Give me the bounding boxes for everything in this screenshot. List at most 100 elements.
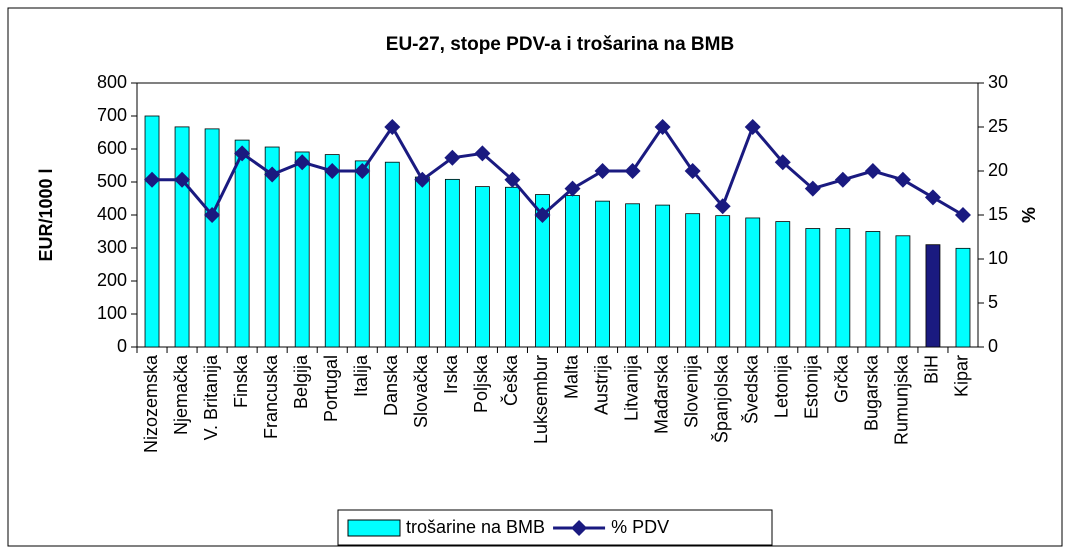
line-marker xyxy=(234,145,251,162)
bar xyxy=(204,128,220,348)
x-tick-label: Španjolska xyxy=(710,354,731,443)
x-tick-label: BiH xyxy=(922,355,942,384)
y2-tick-label: 15 xyxy=(988,204,1008,224)
line-marker xyxy=(864,163,881,179)
bar xyxy=(234,139,250,348)
bar xyxy=(805,228,821,348)
bar xyxy=(264,146,280,348)
line-marker xyxy=(594,163,611,179)
line-marker xyxy=(384,119,401,135)
y-axis-label: EUR/1000 l xyxy=(36,168,56,261)
y2-tick-label: 0 xyxy=(988,336,998,356)
line-marker xyxy=(894,171,911,188)
x-tick-label: Malta xyxy=(561,354,581,399)
line-marker xyxy=(714,198,731,215)
bar xyxy=(895,235,911,348)
y-tick-label: 600 xyxy=(97,138,127,158)
x-tick-label: Litvanija xyxy=(621,354,641,421)
bar xyxy=(174,126,190,348)
y-tick-label: 0 xyxy=(117,336,127,356)
line-marker xyxy=(924,189,941,206)
y-tick-label: 700 xyxy=(97,105,127,125)
x-tick-label: Italija xyxy=(351,354,371,397)
bar xyxy=(324,154,340,348)
bar xyxy=(595,200,610,348)
y-tick-label: 400 xyxy=(97,204,127,224)
line-marker xyxy=(414,171,431,188)
line-marker xyxy=(564,180,581,197)
line-marker xyxy=(504,171,521,188)
bar xyxy=(384,161,400,348)
line-marker xyxy=(774,154,791,171)
bar xyxy=(475,186,490,348)
y2-tick-label: 5 xyxy=(988,292,998,312)
line xyxy=(152,124,964,218)
line-marker xyxy=(204,207,221,223)
line-marker xyxy=(144,171,161,188)
bar xyxy=(414,176,430,348)
chart-title: EU-27, stope PDV-a i trošarina na BMB xyxy=(386,34,734,55)
x-tick-label: Letonija xyxy=(772,354,792,418)
x-tick-label: Slovenija xyxy=(681,354,701,428)
x-tick-label: Irska xyxy=(441,354,461,394)
line-marker xyxy=(264,166,281,183)
bar xyxy=(925,244,941,348)
line-marker xyxy=(474,145,491,162)
y-tick-label: 800 xyxy=(97,72,127,92)
y2-axis-label: % xyxy=(1019,207,1039,223)
y2-tick-label: 10 xyxy=(988,248,1008,268)
x-tick-label: Nizozemska xyxy=(141,354,161,453)
bar xyxy=(444,178,460,348)
bar xyxy=(565,195,580,348)
x-tick-label: Danska xyxy=(381,354,401,416)
line-marker xyxy=(324,163,341,179)
line-marker xyxy=(624,163,641,179)
x-tick-label: Njemačka xyxy=(171,354,191,435)
line-marker xyxy=(444,149,461,166)
x-tick-label: Kipar xyxy=(952,355,972,397)
x-tick-label: Portugal xyxy=(321,355,341,422)
x-tick-label: Švedska xyxy=(740,354,761,424)
x-tick-label: Poljska xyxy=(471,354,491,413)
bar xyxy=(354,160,370,348)
x-tick-label: Francuska xyxy=(261,354,281,439)
y-tick-label: 300 xyxy=(97,237,127,257)
x-tick-label: Bugarska xyxy=(862,354,882,431)
bar xyxy=(505,186,520,348)
y-tick-label: 200 xyxy=(97,270,127,290)
line-marker xyxy=(834,171,851,188)
y-tick-label: 100 xyxy=(97,303,127,323)
line-marker xyxy=(804,180,821,197)
line-marker xyxy=(174,171,191,188)
line-marker xyxy=(654,119,671,135)
bar xyxy=(775,221,791,348)
line-marker xyxy=(954,207,971,223)
line-marker xyxy=(294,154,311,171)
x-tick-label: V. Britanija xyxy=(201,354,221,440)
legend-label: % PDV xyxy=(611,517,669,537)
x-tick-label: Austrija xyxy=(591,354,611,415)
x-tick-label: Mađarska xyxy=(651,354,671,434)
bar xyxy=(294,151,310,348)
x-tick-label: Luksembur xyxy=(531,355,551,444)
bar xyxy=(625,203,640,348)
bar xyxy=(715,215,731,348)
bar xyxy=(685,213,701,348)
x-tick-label: Rumunjska xyxy=(892,354,912,445)
y2-tick-label: 30 xyxy=(988,72,1008,92)
line-marker xyxy=(354,163,371,179)
x-tick-label: Belgija xyxy=(291,354,311,409)
x-tick-label: Grčka xyxy=(832,354,852,403)
x-tick-label: Estonija xyxy=(802,354,822,419)
legend-label: trošarine na BMB xyxy=(406,517,545,537)
bar xyxy=(144,115,160,348)
bar xyxy=(835,228,851,348)
legend-swatch xyxy=(571,520,588,536)
y-tick-label: 500 xyxy=(97,171,127,191)
legend-swatch xyxy=(347,519,401,537)
x-tick-label: Češka xyxy=(500,354,521,406)
line-marker xyxy=(684,163,701,179)
bar xyxy=(865,231,881,348)
bar xyxy=(655,204,671,348)
